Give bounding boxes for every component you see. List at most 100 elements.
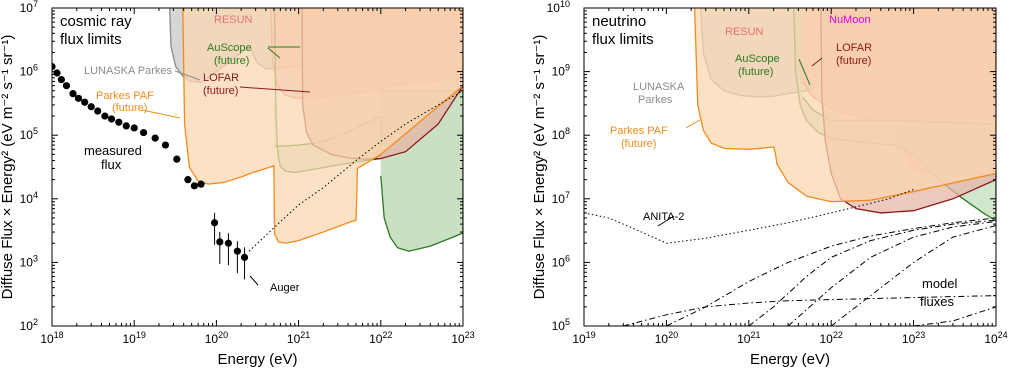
leader-line — [267, 47, 281, 59]
data-point-0-5 — [74, 94, 83, 102]
y-tick-mant: 10 — [20, 319, 34, 333]
region-fill-5 — [694, 8, 996, 202]
panel-title: flux limits — [60, 31, 122, 48]
x-tick-label: 1023 — [451, 330, 474, 346]
x-tick-label: 1019 — [123, 330, 146, 346]
annotation-label: (future) — [621, 138, 656, 150]
y-tick-mant: 10 — [552, 128, 566, 142]
y-tick-label: 107 — [20, 0, 38, 15]
x-tick-mant: 10 — [984, 332, 998, 346]
x-tick-label: 1022 — [820, 330, 843, 346]
y-tick-mant: 10 — [552, 255, 566, 269]
data-point-0-9 — [101, 112, 109, 120]
region-edge-5 — [693, 8, 996, 203]
data-point-0-17 — [173, 155, 181, 163]
data-point-0-8 — [94, 107, 102, 115]
data-point-0-12 — [122, 122, 130, 130]
annotation-label: AuScope — [207, 42, 252, 54]
x-tick-mant: 10 — [205, 332, 219, 346]
data-point-0-6 — [81, 98, 89, 106]
y-tick-label: 1010 — [547, 0, 570, 15]
annotation-label: (future) — [203, 85, 238, 97]
x-tick-exp: 24 — [998, 330, 1008, 340]
series-line-1 — [623, 295, 996, 326]
leader-line — [249, 275, 259, 286]
annotation-label: flux — [101, 157, 122, 172]
x-tick-exp: 20 — [218, 330, 228, 340]
chart-panel-1: 1018 1019 1020 1021 1022 10231021031041051061… — [0, 0, 475, 368]
leader-line — [174, 70, 201, 81]
x-axis-label: Energy (eV) — [217, 351, 297, 368]
y-tick-label: 107 — [552, 190, 570, 206]
annotation-label: model — [922, 276, 958, 291]
annotation-label: LOFAR — [203, 72, 239, 84]
data-point-0-0 — [52, 62, 56, 71]
y-tick-exp: 2 — [33, 317, 38, 327]
annotation-label: LUNASKA — [633, 81, 685, 93]
region-fill-5 — [182, 8, 463, 244]
data-point-0-10 — [107, 115, 116, 123]
annotation-label: Parkes PAF — [96, 90, 154, 102]
data-point-0-3 — [62, 82, 71, 90]
annotation-label: AuScope — [735, 53, 780, 65]
annotation-label: (future) — [214, 55, 249, 67]
y-tick-label: 106 — [20, 63, 38, 79]
leader-line — [141, 109, 181, 119]
panel-title: cosmic ray — [60, 13, 132, 30]
y-tick-mant: 10 — [20, 1, 34, 15]
x-tick-exp: 18 — [54, 330, 64, 340]
y-tick-mant: 10 — [20, 128, 34, 142]
x-tick-exp: 23 — [915, 330, 925, 340]
y-tick-exp: 9 — [565, 63, 570, 73]
x-tick-mant: 10 — [655, 332, 669, 346]
x-tick-label: 1024 — [984, 330, 1007, 346]
region-edge-3 — [380, 90, 463, 252]
annotation-label: RESUN — [725, 26, 764, 38]
data-point-0-4 — [69, 90, 77, 98]
y-tick-mant: 10 — [552, 192, 566, 206]
y-tick-label: 104 — [20, 190, 38, 206]
plot-area — [584, 8, 996, 326]
y-tick-label: 105 — [20, 126, 38, 142]
x-tick-mant: 10 — [40, 332, 54, 346]
y-tick-label: 106 — [552, 253, 570, 269]
leader-line — [811, 57, 823, 67]
x-tick-exp: 22 — [382, 330, 392, 340]
annotation-label: RESUN — [214, 14, 253, 26]
x-tick-mant: 10 — [369, 332, 383, 346]
data-point-0-11 — [115, 118, 123, 126]
data-point-0-15 — [151, 134, 159, 142]
y-tick-exp: 10 — [560, 0, 570, 9]
annotation-label: (future) — [112, 102, 147, 114]
panel-title: flux limits — [592, 31, 654, 48]
y-tick-exp: 6 — [33, 63, 38, 73]
data-point-0-1 — [53, 69, 61, 77]
y-tick-mant: 10 — [552, 319, 566, 333]
x-tick-exp: 22 — [833, 330, 843, 340]
leader-line — [798, 58, 811, 86]
x-tick-label: 1018 — [40, 330, 63, 346]
x-tick-label: 1022 — [369, 330, 392, 346]
annotation-label: NuMoon — [829, 14, 871, 26]
y-tick-exp: 7 — [565, 190, 570, 200]
annotation-label: LOFAR — [836, 42, 872, 54]
x-tick-label: 1021 — [737, 330, 760, 346]
data-point-0-20 — [197, 180, 205, 188]
plot-area — [52, 8, 463, 280]
x-tick-exp: 21 — [300, 330, 310, 340]
y-tick-exp: 7 — [33, 0, 38, 9]
y-tick-exp: 5 — [33, 126, 38, 136]
y-tick-mant: 10 — [552, 65, 566, 79]
x-tick-mant: 10 — [123, 332, 137, 346]
annotation-label: ANITA-2 — [643, 211, 684, 223]
series-line-5 — [830, 225, 996, 326]
leader-line — [239, 86, 311, 93]
x-tick-exp: 23 — [465, 330, 475, 340]
x-tick-label: 1020 — [655, 330, 678, 346]
y-axis-label: Diffuse Flux × Energy² (eV m⁻² s⁻¹ sr⁻¹) — [0, 35, 16, 300]
y-tick-label: 105 — [552, 317, 570, 333]
y-tick-label: 109 — [552, 63, 570, 79]
data-point-0-16 — [161, 141, 170, 149]
axes-frame — [583, 7, 997, 327]
